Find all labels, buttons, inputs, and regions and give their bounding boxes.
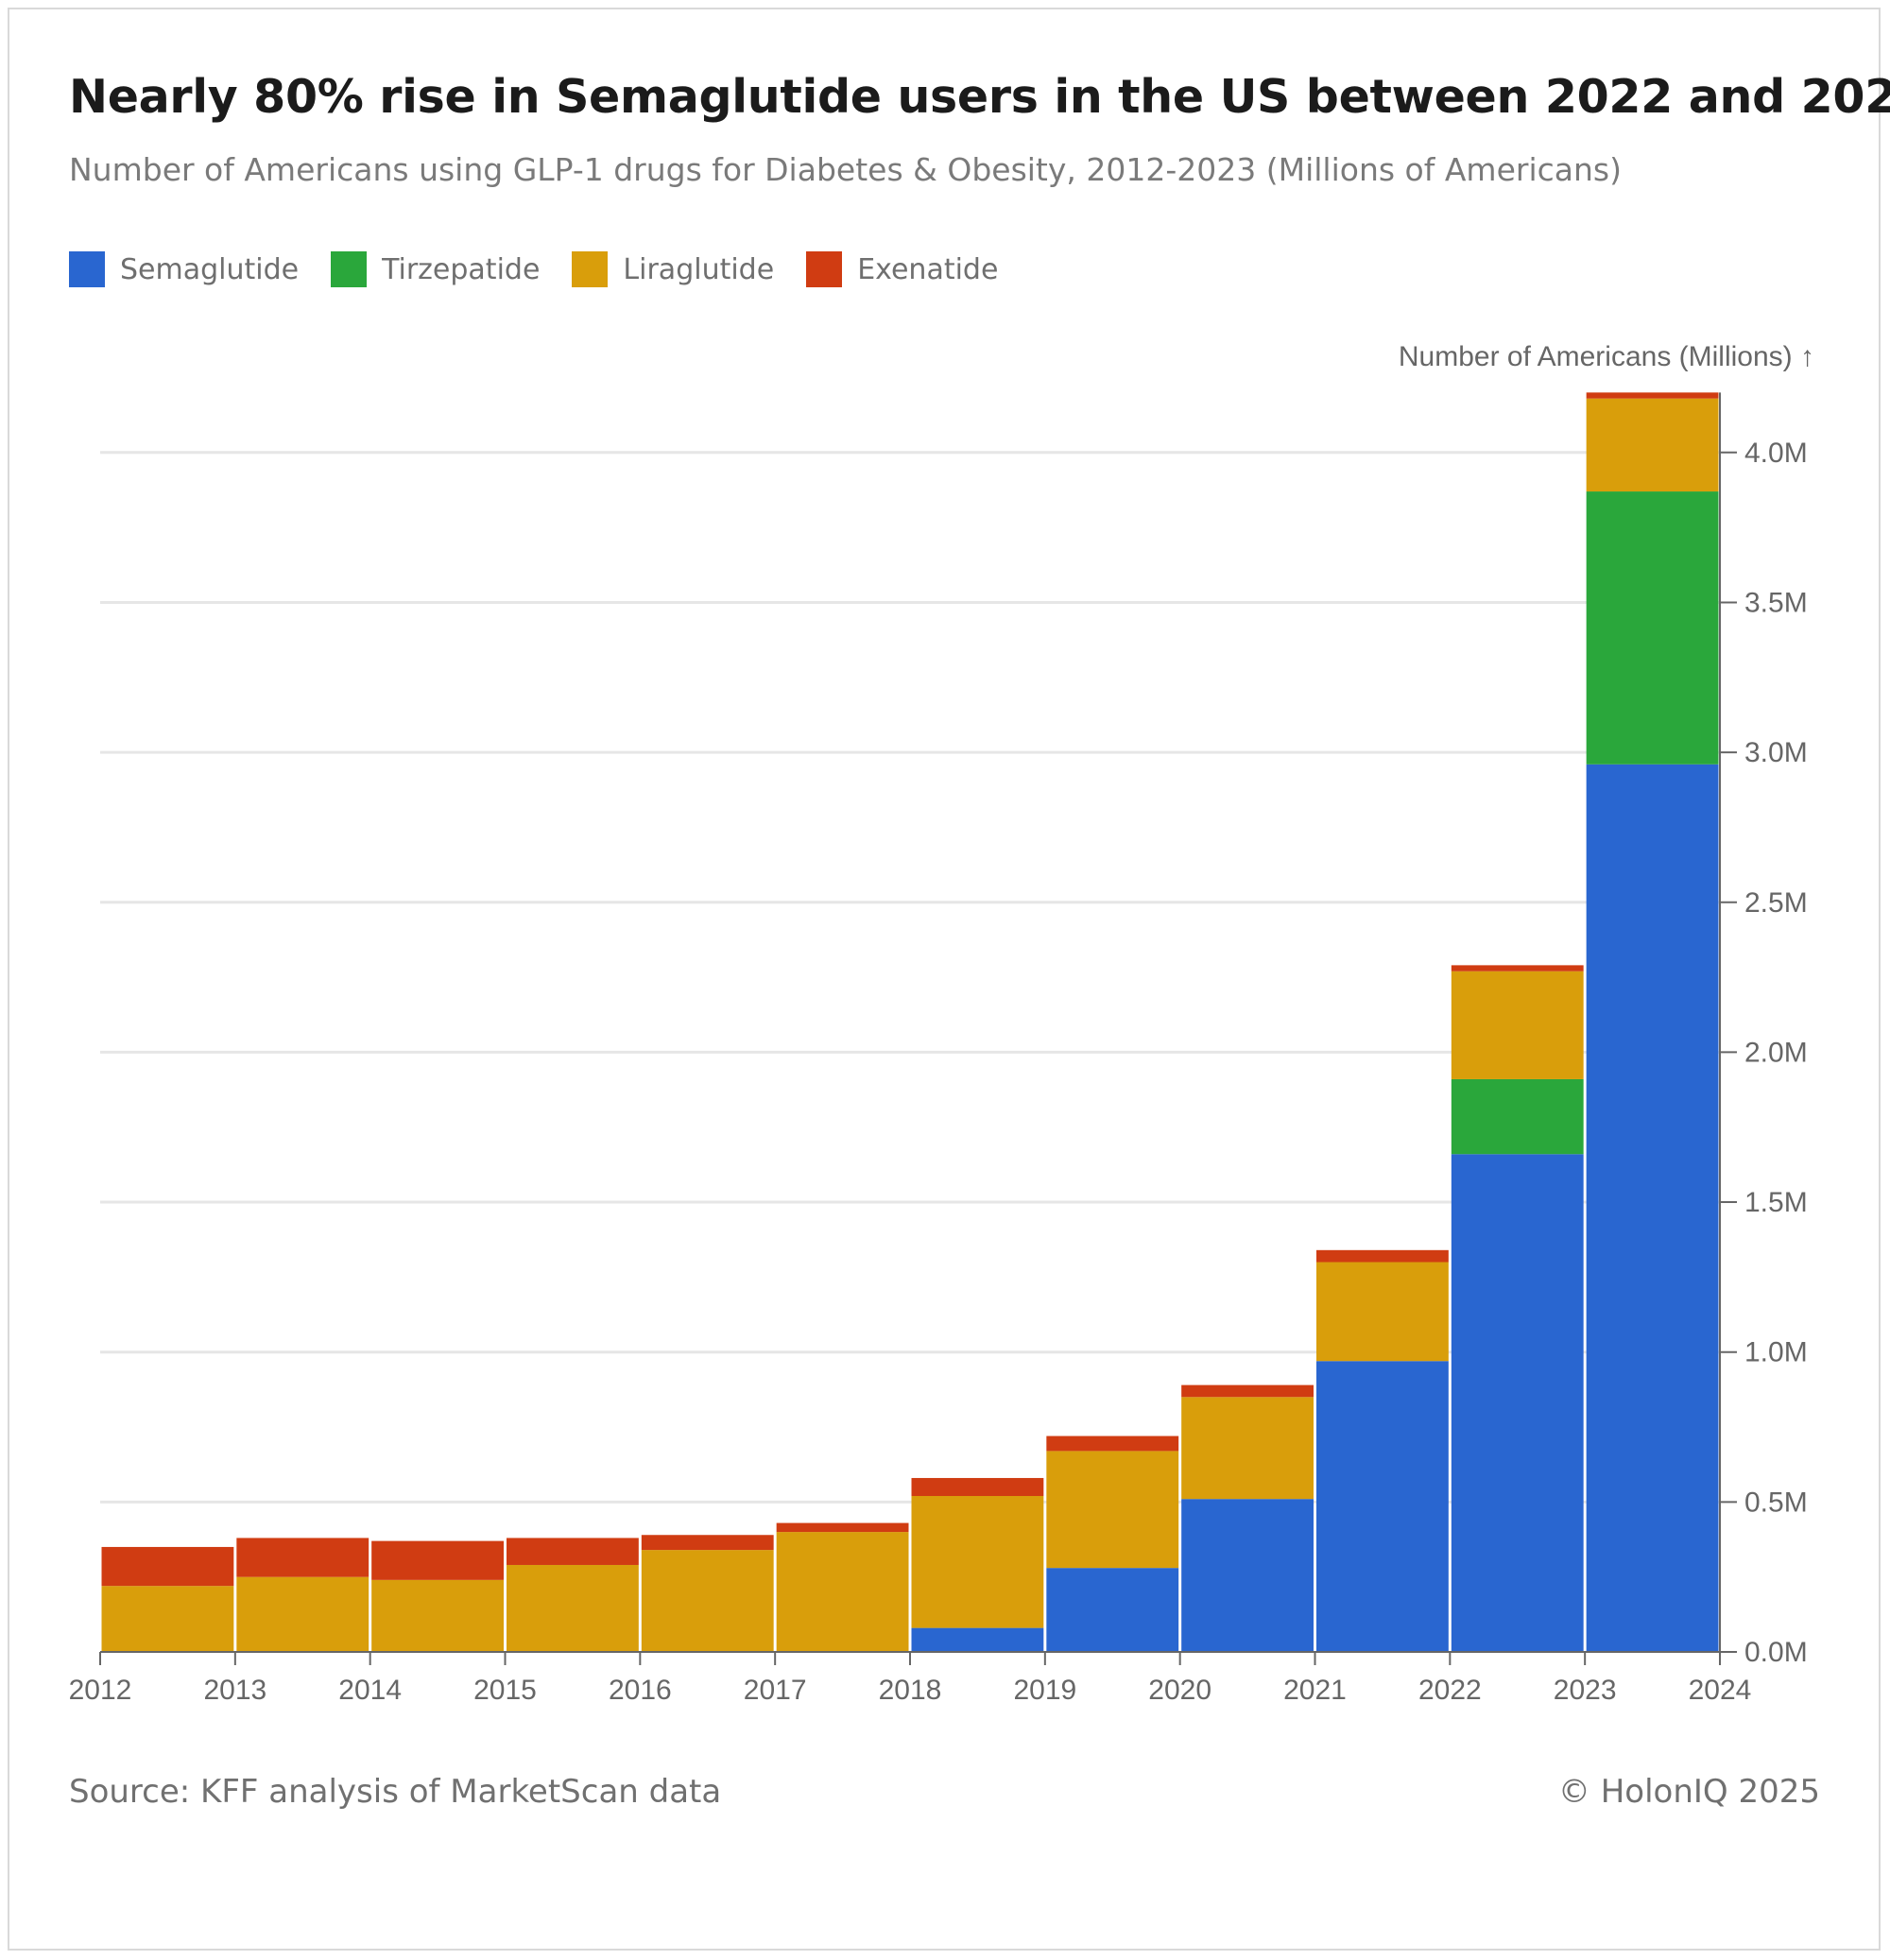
bar-exenatide-2021[interactable] — [1316, 1249, 1449, 1263]
legend-swatch-liraglutide — [572, 251, 609, 287]
bar-semaglutide-2019[interactable] — [1046, 1568, 1179, 1652]
bar-liraglutide-2022[interactable] — [1451, 971, 1584, 1079]
x-tick-label: 2022 — [1418, 1675, 1482, 1706]
bar-semaglutide-2021[interactable] — [1316, 1361, 1449, 1652]
copyright-note: © HolonIQ 2025 — [1557, 1773, 1820, 1811]
bar-exenatide-2014[interactable] — [371, 1540, 504, 1580]
chart-frame — [8, 8, 1881, 1951]
legend: Semaglutide Tirzepatide Liraglutide Exen… — [69, 251, 1030, 287]
bar-exenatide-2022[interactable] — [1451, 965, 1584, 971]
x-tick-label: 2017 — [744, 1675, 807, 1706]
y-tick-label: 3.0M — [1744, 737, 1808, 768]
bar-semaglutide-2020[interactable] — [1181, 1499, 1314, 1652]
bar-liraglutide-2014[interactable] — [371, 1579, 504, 1652]
bar-liraglutide-2017[interactable] — [776, 1532, 909, 1652]
y-tick-label: 3.5M — [1744, 587, 1808, 618]
source-note: Source: KFF analysis of MarketScan data — [69, 1773, 722, 1811]
bar-liraglutide-2023[interactable] — [1586, 398, 1719, 492]
legend-item-liraglutide[interactable]: Liraglutide — [572, 251, 774, 287]
axes: 0.0M 0.5M 1.0M 1.5M 2.0M 2.5M 3.0M 3.5M 4.0M 2012… — [69, 392, 1808, 1706]
x-tick-label: 2016 — [609, 1675, 672, 1706]
bar-liraglutide-2021[interactable] — [1316, 1262, 1449, 1362]
legend-item-semaglutide[interactable]: Semaglutide — [69, 251, 299, 287]
bar-exenatide-2020[interactable] — [1181, 1384, 1314, 1398]
bar-exenatide-2012[interactable] — [101, 1546, 234, 1587]
bar-exenatide-2017[interactable] — [776, 1522, 909, 1533]
legend-swatch-tirzepatide — [331, 251, 368, 287]
legend-label-liraglutide: Liraglutide — [623, 252, 775, 286]
x-tick-label: 2020 — [1148, 1675, 1211, 1706]
legend-item-tirzepatide[interactable]: Tirzepatide — [331, 251, 540, 287]
x-tick-label: 2019 — [1013, 1675, 1076, 1706]
y-axis-title: Number of Americans (Millions) ↑ — [1399, 341, 1814, 372]
bar-semaglutide-2023[interactable] — [1586, 764, 1719, 1652]
legend-swatch-exenatide — [806, 251, 843, 287]
x-tick-label: 2012 — [69, 1675, 132, 1706]
x-tick-label: 2018 — [879, 1675, 942, 1706]
bar-tirzepatide-2022[interactable] — [1451, 1078, 1584, 1155]
bar-liraglutide-2018[interactable] — [911, 1496, 1044, 1628]
bar-exenatide-2016[interactable] — [641, 1535, 774, 1551]
bar-liraglutide-2019[interactable] — [1046, 1451, 1179, 1569]
legend-label-tirzepatide: Tirzepatide — [382, 252, 541, 286]
bar-exenatide-2015[interactable] — [507, 1538, 639, 1565]
bar-liraglutide-2015[interactable] — [507, 1564, 639, 1652]
bar-tirzepatide-2023[interactable] — [1586, 491, 1719, 765]
y-tick-label: 4.0M — [1744, 438, 1808, 469]
legend-label-exenatide: Exenatide — [857, 252, 999, 286]
bar-exenatide-2023[interactable] — [1586, 392, 1719, 399]
x-tick-label: 2021 — [1283, 1675, 1347, 1706]
x-tick-label: 2023 — [1554, 1675, 1617, 1706]
legend-swatch-semaglutide — [69, 251, 105, 287]
bar-liraglutide-2020[interactable] — [1181, 1397, 1314, 1500]
bar-semaglutide-2022[interactable] — [1451, 1154, 1584, 1652]
y-tick-label: 2.5M — [1744, 887, 1808, 919]
bars — [101, 392, 1719, 1652]
y-tick-label: 2.0M — [1744, 1037, 1808, 1068]
bar-semaglutide-2018[interactable] — [911, 1627, 1044, 1652]
bar-liraglutide-2016[interactable] — [641, 1550, 774, 1652]
y-tick-label: 0.0M — [1744, 1637, 1808, 1668]
bar-exenatide-2013[interactable] — [236, 1538, 369, 1577]
stacked-bar-chart: 0.0M 0.5M 1.0M 1.5M 2.0M 2.5M 3.0M 3.5M 4.0M 2012… — [69, 341, 1814, 1706]
x-tick-label: 2014 — [338, 1675, 402, 1706]
bar-exenatide-2019[interactable] — [1046, 1436, 1179, 1452]
y-tick-label: 0.5M — [1744, 1487, 1808, 1518]
chart-title: Nearly 80% rise in Semaglutide users in … — [69, 70, 1890, 124]
bar-liraglutide-2012[interactable] — [101, 1586, 234, 1652]
bar-exenatide-2018[interactable] — [911, 1477, 1044, 1497]
x-tick-label: 2013 — [203, 1675, 266, 1706]
x-tick-label: 2024 — [1689, 1675, 1752, 1706]
x-tick-label: 2015 — [473, 1675, 537, 1706]
y-tick-label: 1.0M — [1744, 1337, 1808, 1368]
y-tick-label: 1.5M — [1744, 1187, 1808, 1218]
legend-item-exenatide[interactable]: Exenatide — [806, 251, 998, 287]
legend-label-semaglutide: Semaglutide — [120, 252, 300, 286]
gridlines — [100, 451, 1720, 1504]
chart-subtitle: Number of Americans using GLP-1 drugs fo… — [69, 151, 1622, 188]
bar-liraglutide-2013[interactable] — [236, 1576, 369, 1652]
